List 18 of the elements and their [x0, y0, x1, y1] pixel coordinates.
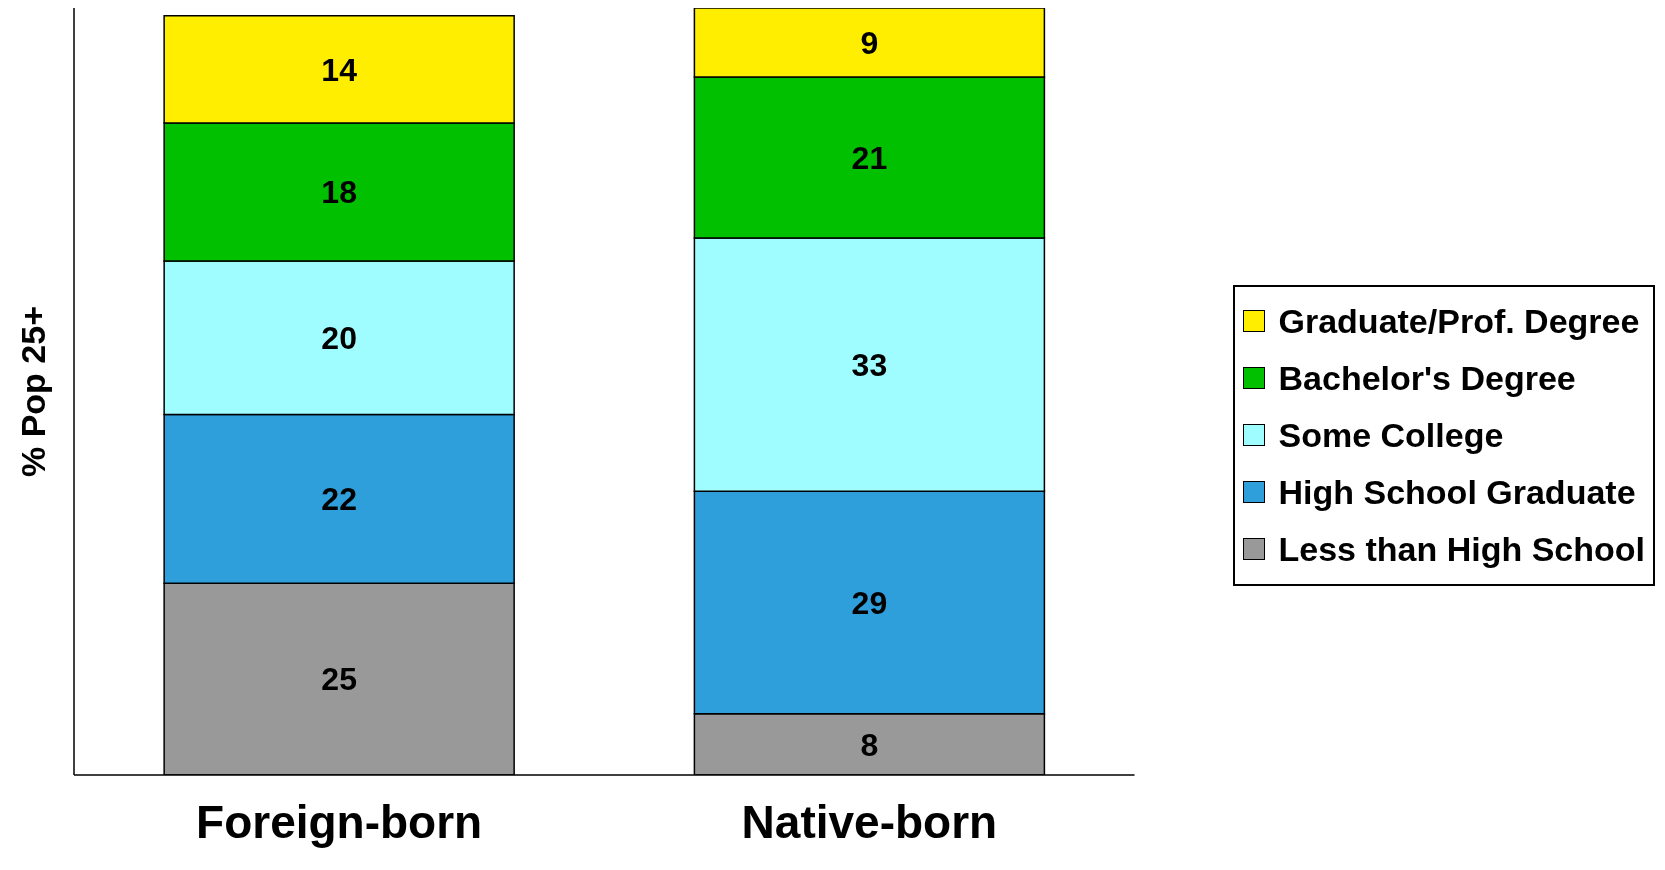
- x-tick-label: Foreign-born: [196, 795, 483, 848]
- legend-label: Graduate/Prof. Degree: [1278, 301, 1640, 341]
- data-label: 9: [860, 24, 879, 61]
- x-tick-label: Native-born: [741, 795, 998, 848]
- legend-label: High School Graduate: [1278, 472, 1636, 512]
- data-label: 22: [321, 481, 357, 518]
- data-label: 14: [321, 51, 358, 88]
- legend-label: Some College: [1278, 415, 1504, 455]
- data-label: 29: [851, 584, 888, 621]
- data-label: 21: [851, 139, 888, 176]
- data-label: 8: [860, 726, 879, 763]
- legend-label: Less than High School: [1278, 529, 1645, 569]
- data-label: 20: [321, 320, 357, 357]
- data-label: 33: [851, 347, 888, 384]
- y-axis-title: % Pop 25+: [14, 305, 53, 478]
- legend-label: Bachelor's Degree: [1278, 358, 1576, 398]
- data-label: 25: [321, 661, 357, 698]
- data-label: 18: [321, 174, 357, 211]
